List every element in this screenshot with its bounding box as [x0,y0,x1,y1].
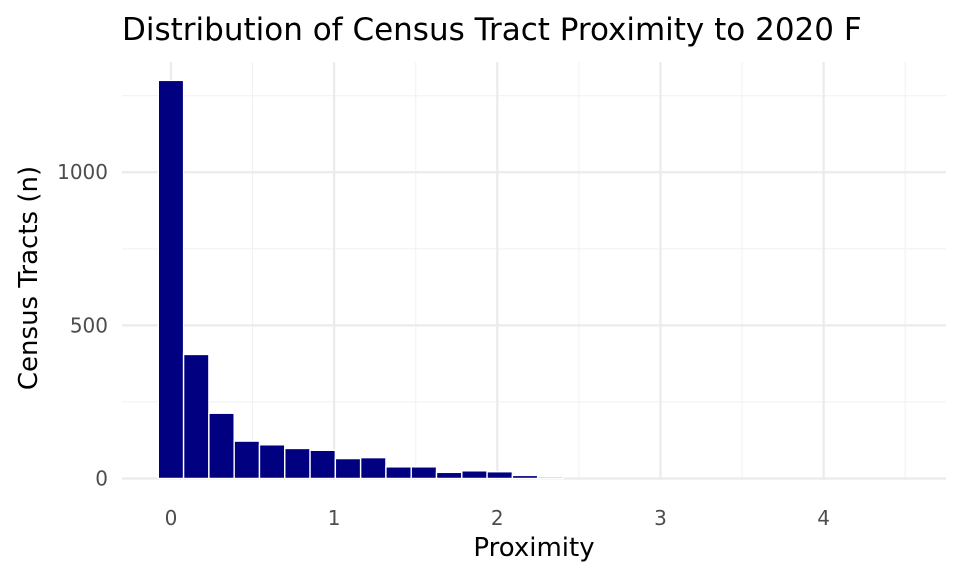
histogram-bar [284,447,311,480]
histogram-bar [334,457,362,480]
histogram-bar [258,444,286,480]
y-tick-label: 500 [70,313,108,337]
histogram-bar [309,449,337,480]
y-tick-label: 0 [95,466,108,490]
y-axis-ticks: 0 500 1000 [57,160,108,490]
chart-title: Distribution of Census Tract Proximity t… [122,12,862,48]
x-tick-label: 3 [654,506,667,530]
x-tick-label: 2 [491,506,504,530]
y-tick-label: 1000 [57,160,108,184]
histogram-bar [461,470,488,480]
histogram-bar [385,466,412,480]
x-tick-label: 1 [328,506,341,530]
x-tick-label: 0 [165,506,178,530]
histogram-bar [410,466,438,480]
histogram-bars [157,79,564,480]
y-axis-title: Census Tracts (n) [14,166,44,390]
x-tick-label: 4 [817,506,830,530]
histogram-bar [208,412,235,480]
x-axis-ticks: 0 1 2 3 4 [165,506,830,530]
histogram-bar [182,353,210,480]
histogram-bar [486,471,514,480]
histogram-bar [511,474,539,480]
histogram-bar [435,471,463,480]
x-axis-title: Proximity [473,533,594,563]
histogram-bar [157,79,185,480]
grid-lines [122,62,946,480]
histogram-bar [359,456,387,480]
histogram-bar [536,476,564,480]
histogram-bar [233,440,261,480]
